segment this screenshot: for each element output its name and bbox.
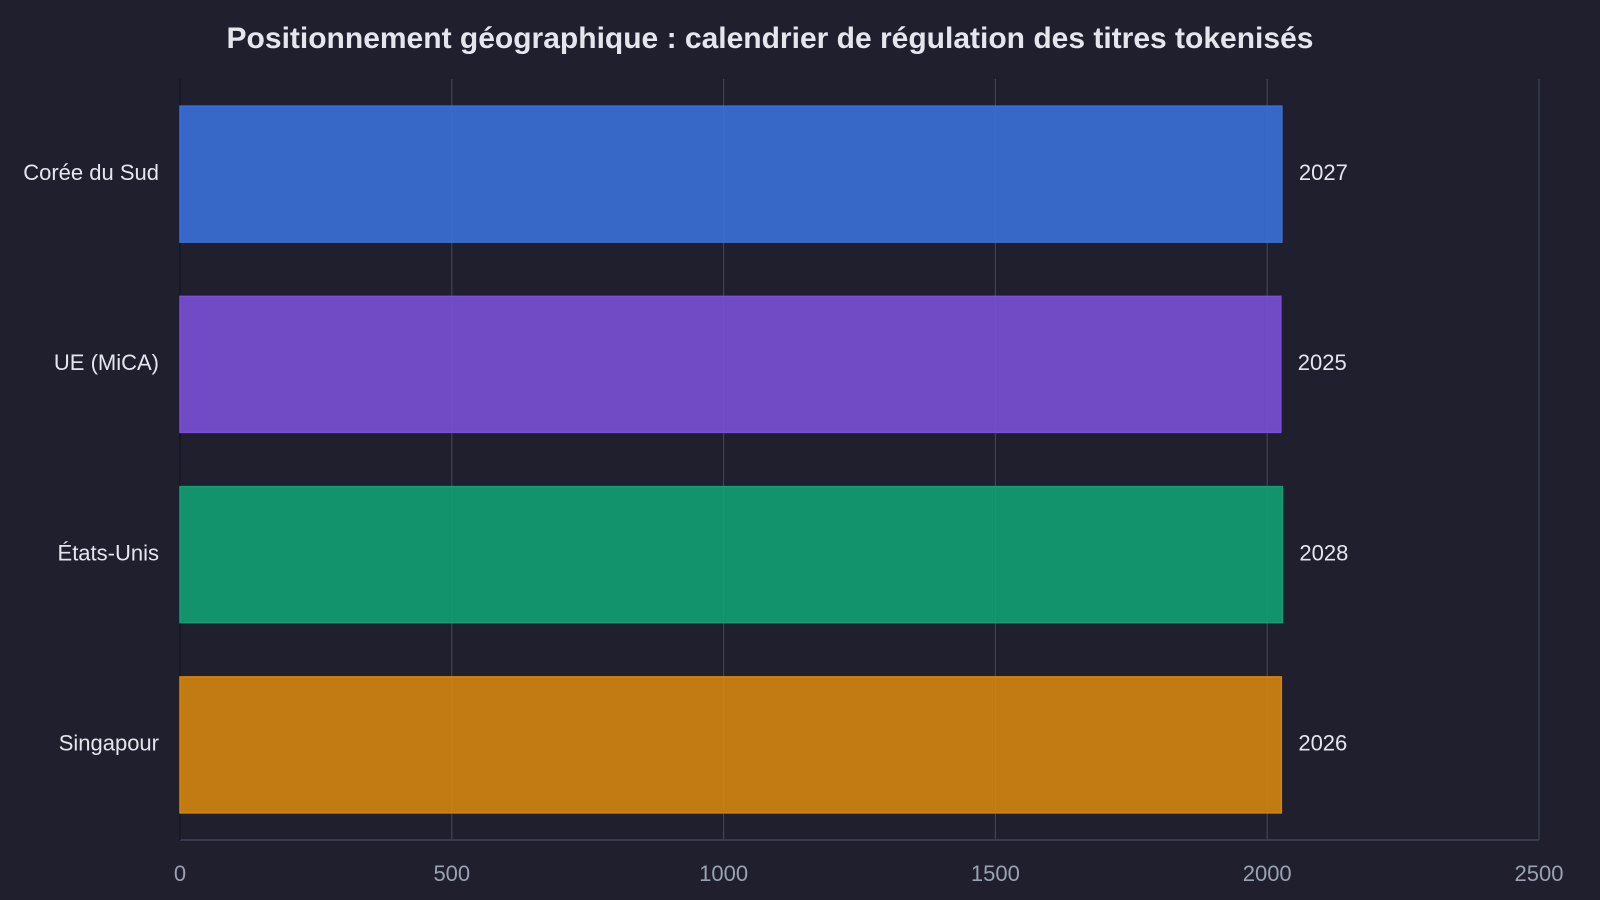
y-tick-label: Singapour	[59, 731, 159, 756]
y-tick-label: UE (MiCA)	[54, 350, 159, 375]
bar	[179, 676, 1283, 814]
x-tick-label: 1500	[971, 861, 1020, 886]
x-tick-label: 1000	[699, 861, 748, 886]
value-label: 2028	[1299, 540, 1348, 565]
value-label: 2025	[1298, 350, 1347, 375]
bar	[179, 105, 1283, 243]
x-tick-label: 2000	[1243, 861, 1292, 886]
x-tick-label: 500	[433, 861, 470, 886]
value-label: 2026	[1298, 731, 1347, 756]
bar	[179, 485, 1284, 624]
x-tick-label: 2500	[1515, 861, 1564, 886]
x-tick-label: 0	[174, 861, 186, 886]
value-label: 2027	[1299, 160, 1348, 185]
bar	[179, 295, 1282, 434]
y-tick-label: États-Unis	[58, 540, 159, 565]
chart-title: Positionnement géographique : calendrier…	[227, 22, 1314, 55]
y-tick-label: Corée du Sud	[23, 160, 159, 185]
